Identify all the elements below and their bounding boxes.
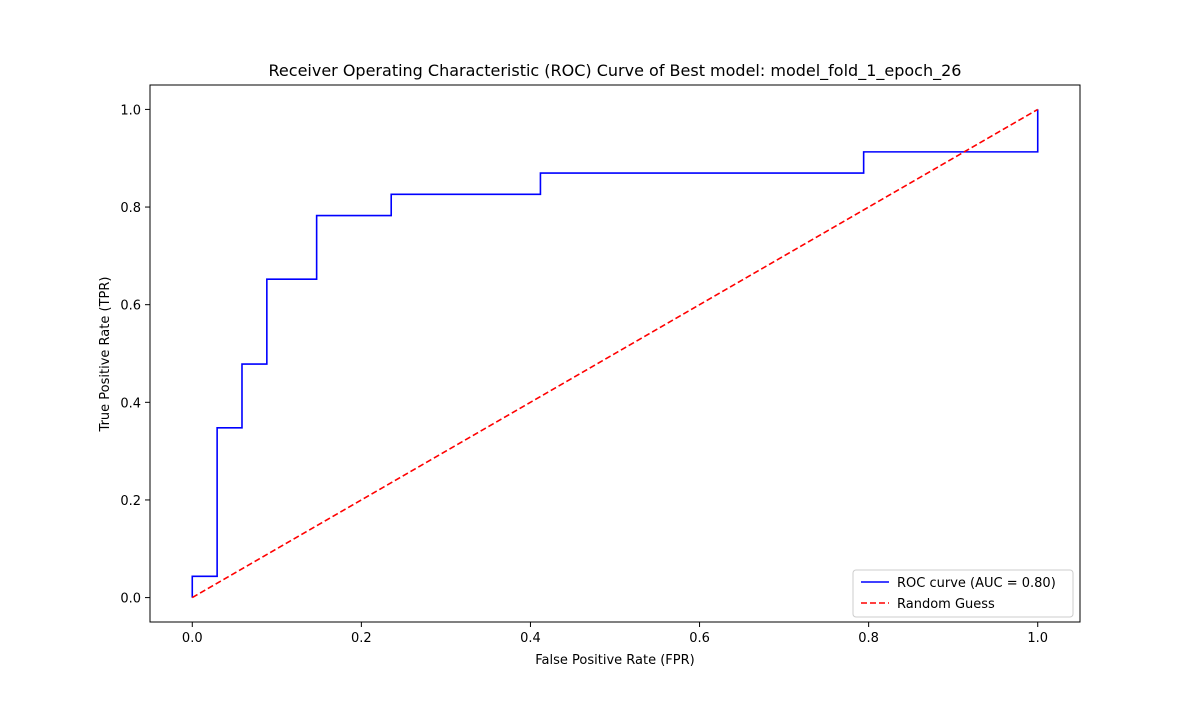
legend: ROC curve (AUC = 0.80) Random Guess — [852, 569, 1074, 618]
x-axis-label: False Positive Rate (FPR) — [535, 653, 694, 668]
chart-title: Receiver Operating Characteristic (ROC) … — [269, 61, 962, 81]
x-tick-label: 0.4 — [520, 631, 541, 646]
y-tick-label: 1.0 — [120, 103, 141, 118]
legend-label: Random Guess — [897, 597, 995, 612]
y-tick-label: 0.4 — [120, 396, 141, 411]
ticks-layer: 0.0 0.2 0.4 0.6 0.8 1.0 0.0 0.2 0.4 0.6 0.8 1.0 — [120, 103, 1048, 646]
y-tick-label: 0.6 — [120, 299, 141, 314]
x-tick-label: 1.0 — [1027, 631, 1048, 646]
legend-label: ROC curve (AUC = 0.80) — [897, 576, 1056, 591]
x-tick-label: 0.8 — [858, 631, 879, 646]
y-tick-label: 0.2 — [120, 494, 141, 509]
y-axis-label: True Positive Rate (TPR) — [98, 277, 113, 433]
series-layer — [191, 108, 1039, 599]
random-guess-line — [191, 108, 1039, 599]
x-tick-label: 0.2 — [351, 631, 372, 646]
x-tick-label: 0.0 — [182, 631, 203, 646]
legend-box — [852, 569, 1074, 618]
plot-area-frame — [149, 84, 1081, 623]
y-tick-label: 0.8 — [120, 201, 141, 216]
roc-curve-line — [191, 109, 1039, 598]
x-tick-label: 0.6 — [689, 631, 710, 646]
y-tick-label: 0.0 — [120, 592, 141, 607]
